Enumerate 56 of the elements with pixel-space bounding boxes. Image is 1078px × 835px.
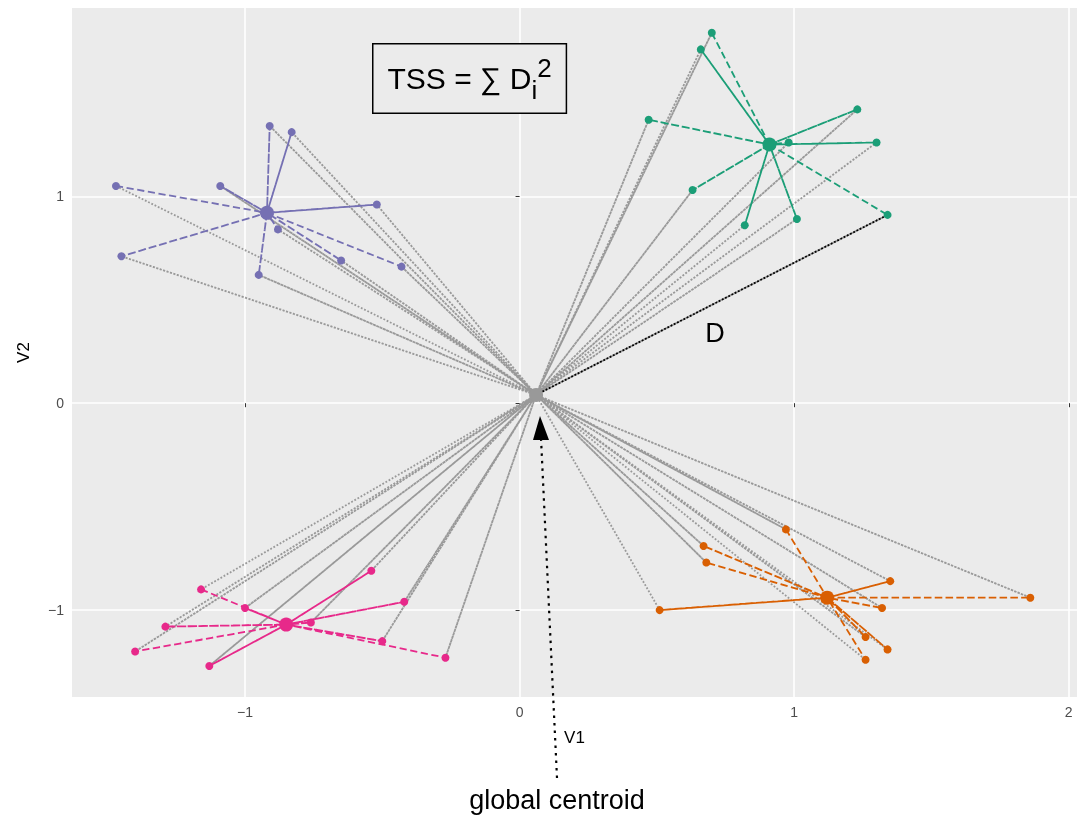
annotation: D bbox=[705, 318, 725, 348]
point bbox=[655, 606, 664, 615]
point bbox=[820, 590, 835, 605]
point bbox=[861, 655, 870, 664]
point bbox=[273, 225, 282, 234]
point bbox=[337, 256, 346, 265]
point bbox=[254, 270, 263, 279]
x-tick-label: 2 bbox=[1064, 704, 1073, 720]
point bbox=[265, 121, 274, 130]
point bbox=[792, 215, 801, 224]
point bbox=[883, 210, 892, 219]
x-tick-label: −1 bbox=[237, 704, 254, 720]
y-tick-label: 1 bbox=[56, 188, 65, 205]
point bbox=[400, 597, 409, 606]
point bbox=[861, 633, 870, 641]
point bbox=[688, 186, 697, 195]
point bbox=[886, 577, 895, 586]
point bbox=[878, 604, 887, 613]
point bbox=[441, 653, 450, 662]
x-axis-title: V1 bbox=[564, 728, 585, 747]
point bbox=[707, 28, 716, 37]
x-tick-label: 1 bbox=[790, 704, 799, 720]
point bbox=[762, 137, 777, 152]
point bbox=[372, 200, 381, 209]
y-axis-title: V2 bbox=[14, 342, 33, 363]
point bbox=[131, 647, 140, 656]
point bbox=[287, 128, 296, 137]
point bbox=[740, 221, 749, 230]
point bbox=[781, 525, 790, 534]
text: global centroid bbox=[469, 785, 645, 815]
point bbox=[241, 604, 249, 613]
point bbox=[367, 566, 376, 575]
point bbox=[111, 181, 120, 190]
y-tick-label: 0 bbox=[56, 395, 65, 412]
point bbox=[378, 637, 387, 646]
point bbox=[702, 558, 711, 567]
point bbox=[397, 262, 406, 271]
point bbox=[872, 138, 881, 147]
point bbox=[306, 618, 315, 627]
point bbox=[696, 45, 705, 54]
point bbox=[644, 115, 653, 124]
point bbox=[216, 181, 225, 190]
point bbox=[853, 105, 862, 114]
point bbox=[117, 252, 126, 261]
point bbox=[529, 387, 544, 402]
point bbox=[197, 585, 206, 594]
point bbox=[1026, 593, 1035, 602]
x-tick-label: 0 bbox=[515, 704, 524, 720]
point bbox=[784, 138, 793, 147]
y-tick-label: −1 bbox=[48, 602, 65, 619]
point bbox=[259, 205, 274, 220]
point bbox=[161, 622, 170, 631]
point bbox=[279, 617, 294, 632]
point bbox=[699, 541, 708, 550]
point bbox=[883, 645, 892, 654]
point bbox=[205, 661, 214, 670]
